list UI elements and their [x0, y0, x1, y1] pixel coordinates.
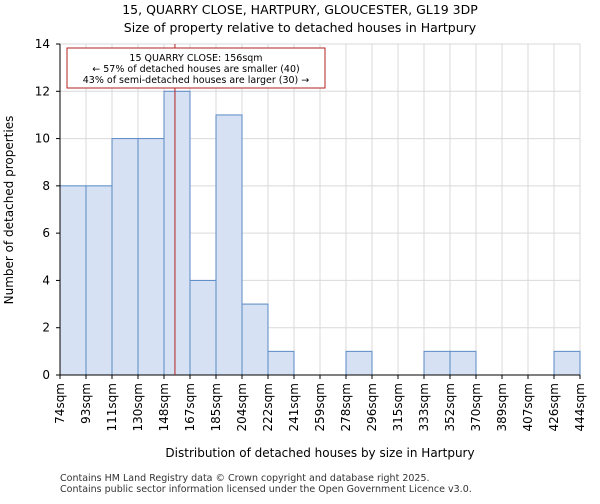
y-tick-label: 14 [35, 37, 50, 51]
bar [423, 350, 451, 376]
bar [241, 303, 269, 376]
bar [59, 185, 87, 376]
bar [189, 279, 217, 376]
bar [553, 350, 581, 376]
footer-line-1: Contains HM Land Registry data © Crown c… [60, 473, 430, 484]
x-tick-label: 259sqm [313, 383, 327, 431]
x-axis-label: Distribution of detached houses by size … [165, 446, 474, 460]
annotation-box: 15 QUARRY CLOSE: 156sqm ← 57% of detache… [66, 47, 326, 89]
x-tick-label: 167sqm [183, 383, 197, 431]
x-tick-label: 407sqm [521, 383, 535, 431]
x-tick-label: 148sqm [157, 383, 171, 431]
x-tick-label: 185sqm [209, 383, 223, 431]
bar [215, 114, 243, 376]
annotation-line-2: ← 57% of detached houses are smaller (40… [92, 64, 299, 75]
x-tick-label: 315sqm [391, 383, 405, 431]
x-tick-label: 389sqm [495, 383, 509, 431]
y-tick-labels: 0 2 4 6 8 10 12 14 [35, 37, 60, 382]
chart-subtitle: Size of property relative to detached ho… [124, 20, 477, 35]
bars [59, 90, 581, 376]
bar [449, 350, 477, 376]
x-tick-label: 222sqm [261, 383, 275, 431]
x-tick-label: 74sqm [53, 383, 67, 424]
bar [163, 90, 191, 376]
y-tick-label: 2 [42, 321, 50, 335]
footer-line-2: Contains public sector information licen… [60, 484, 472, 495]
x-tick-labels: 74sqm 93sqm 111sqm 130sqm 148sqm 167sqm 185sqm… [53, 375, 587, 431]
y-tick-label: 10 [35, 132, 50, 146]
annotation-frame [66, 47, 326, 89]
y-axis-label: Number of detached properties [2, 116, 16, 305]
bar [137, 138, 165, 376]
x-tick-label: 426sqm [547, 383, 561, 431]
x-tick-label: 333sqm [417, 383, 431, 431]
x-tick-label: 241sqm [287, 383, 301, 431]
x-tick-label: 352sqm [443, 383, 457, 431]
x-tick-label: 296sqm [365, 383, 379, 431]
bar [111, 138, 139, 376]
x-tick-label: 111sqm [105, 383, 119, 431]
x-tick-label: 278sqm [339, 383, 353, 431]
annotation-line-1: 15 QUARRY CLOSE: 156sqm [129, 53, 262, 64]
x-tick-label: 204sqm [235, 383, 249, 431]
annotation-line-3: 43% of semi-detached houses are larger (… [83, 75, 310, 86]
y-tick-label: 6 [42, 226, 50, 240]
y-tick-label: 0 [42, 368, 50, 382]
y-tick-label: 12 [35, 84, 50, 98]
bar [267, 350, 295, 376]
y-tick-label: 4 [42, 273, 50, 287]
bar [85, 185, 113, 376]
bar [345, 350, 373, 376]
x-tick-label: 444sqm [573, 383, 587, 431]
y-tick-label: 8 [42, 179, 50, 193]
chart-title: 15, QUARRY CLOSE, HARTPURY, GLOUCESTER, … [122, 2, 478, 17]
x-tick-label: 130sqm [131, 383, 145, 431]
x-tick-label: 370sqm [469, 383, 483, 431]
x-tick-label: 93sqm [79, 383, 93, 424]
